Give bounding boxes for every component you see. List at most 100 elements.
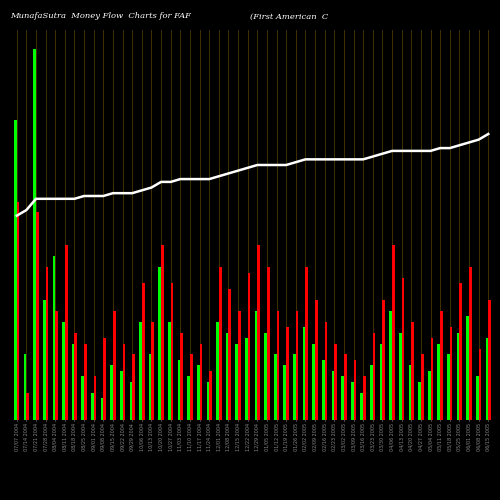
- Bar: [430, 338, 433, 420]
- Bar: [228, 289, 231, 420]
- Bar: [258, 245, 260, 420]
- Bar: [84, 344, 87, 420]
- Bar: [238, 311, 241, 420]
- Bar: [421, 354, 424, 420]
- Bar: [460, 284, 462, 420]
- Bar: [236, 344, 238, 420]
- Bar: [254, 311, 258, 420]
- Bar: [312, 344, 315, 420]
- Bar: [351, 382, 354, 420]
- Bar: [402, 278, 404, 420]
- Bar: [466, 316, 469, 420]
- Bar: [52, 256, 55, 420]
- Bar: [219, 267, 222, 420]
- Bar: [248, 272, 250, 420]
- Bar: [216, 322, 219, 420]
- Bar: [190, 354, 192, 420]
- Bar: [100, 398, 103, 420]
- Bar: [113, 311, 116, 420]
- Bar: [206, 382, 209, 420]
- Bar: [360, 392, 363, 420]
- Bar: [16, 202, 20, 420]
- Bar: [354, 360, 356, 420]
- Bar: [315, 300, 318, 420]
- Bar: [363, 376, 366, 420]
- Text: (First American  C: (First American C: [250, 12, 328, 20]
- Bar: [456, 332, 460, 420]
- Bar: [380, 344, 382, 420]
- Bar: [82, 376, 84, 420]
- Bar: [139, 322, 142, 420]
- Bar: [62, 322, 65, 420]
- Bar: [440, 311, 443, 420]
- Bar: [132, 354, 135, 420]
- Bar: [178, 360, 180, 420]
- Bar: [110, 366, 113, 420]
- Bar: [65, 245, 68, 420]
- Bar: [24, 354, 26, 420]
- Bar: [392, 245, 394, 420]
- Bar: [104, 338, 106, 420]
- Bar: [168, 322, 170, 420]
- Bar: [180, 332, 183, 420]
- Bar: [373, 332, 376, 420]
- Bar: [408, 366, 412, 420]
- Text: MunafaSutra  Money Flow  Charts for FAF: MunafaSutra Money Flow Charts for FAF: [10, 12, 191, 20]
- Bar: [43, 300, 46, 420]
- Bar: [341, 376, 344, 420]
- Bar: [486, 338, 488, 420]
- Bar: [276, 311, 280, 420]
- Bar: [324, 322, 328, 420]
- Bar: [399, 332, 402, 420]
- Bar: [302, 327, 306, 420]
- Bar: [122, 344, 126, 420]
- Bar: [200, 344, 202, 420]
- Bar: [412, 322, 414, 420]
- Bar: [46, 267, 48, 420]
- Bar: [293, 354, 296, 420]
- Bar: [390, 311, 392, 420]
- Bar: [264, 332, 267, 420]
- Bar: [209, 371, 212, 420]
- Bar: [334, 344, 337, 420]
- Bar: [130, 382, 132, 420]
- Bar: [26, 392, 29, 420]
- Bar: [438, 344, 440, 420]
- Bar: [152, 322, 154, 420]
- Bar: [267, 267, 270, 420]
- Bar: [488, 300, 491, 420]
- Bar: [450, 327, 452, 420]
- Bar: [158, 267, 161, 420]
- Bar: [382, 300, 385, 420]
- Bar: [188, 376, 190, 420]
- Bar: [245, 338, 248, 420]
- Bar: [170, 284, 173, 420]
- Bar: [36, 212, 38, 420]
- Bar: [418, 382, 421, 420]
- Bar: [284, 366, 286, 420]
- Bar: [296, 311, 298, 420]
- Bar: [55, 311, 58, 420]
- Bar: [274, 354, 276, 420]
- Bar: [149, 354, 152, 420]
- Bar: [142, 284, 144, 420]
- Bar: [14, 120, 16, 420]
- Bar: [34, 48, 36, 420]
- Bar: [74, 332, 77, 420]
- Bar: [197, 366, 200, 420]
- Bar: [469, 267, 472, 420]
- Bar: [161, 245, 164, 420]
- Bar: [478, 349, 482, 420]
- Bar: [72, 344, 74, 420]
- Bar: [286, 327, 289, 420]
- Bar: [476, 376, 478, 420]
- Bar: [370, 366, 373, 420]
- Bar: [120, 371, 122, 420]
- Bar: [91, 392, 94, 420]
- Bar: [226, 332, 228, 420]
- Bar: [447, 354, 450, 420]
- Bar: [332, 371, 334, 420]
- Bar: [322, 360, 324, 420]
- Bar: [344, 354, 346, 420]
- Bar: [306, 267, 308, 420]
